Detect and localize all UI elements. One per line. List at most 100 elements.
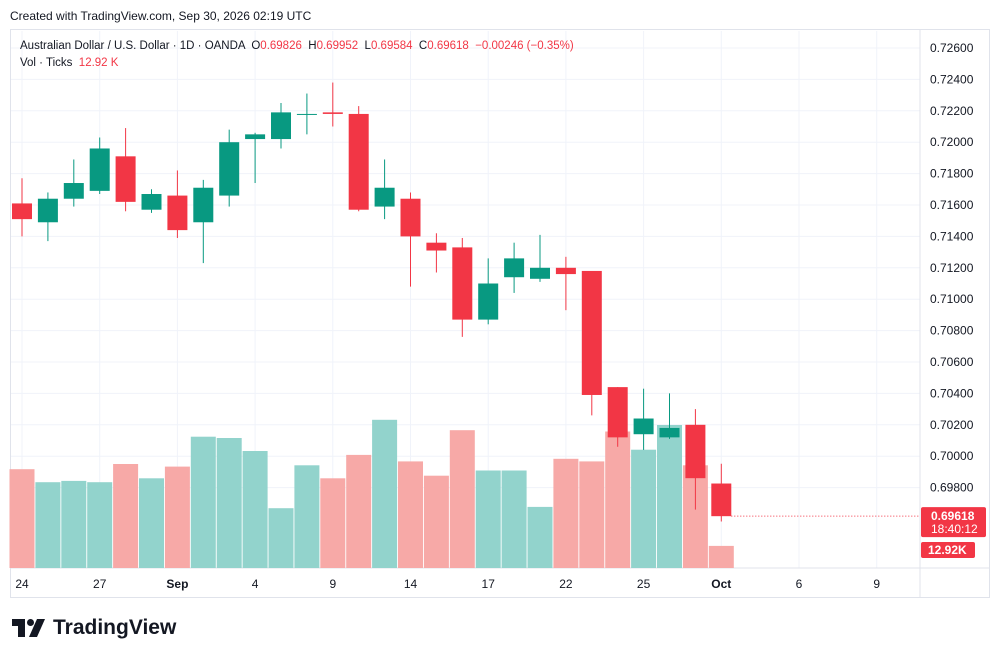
price-tick-label: 0.70600 [930, 355, 974, 369]
time-tick-label: 22 [559, 577, 573, 591]
close-value: 0.69618 [427, 40, 469, 52]
countdown-value: 18:40:12 [931, 522, 978, 536]
price-tick-label: 0.72000 [930, 135, 974, 149]
time-tick-label: 25 [637, 577, 651, 591]
volume-bar [164, 466, 190, 568]
symbol-title: Australian Dollar / U.S. Dollar · 1D · O… [20, 40, 245, 52]
volume-bar [320, 478, 346, 568]
tradingview-logo-icon [12, 619, 45, 637]
volume-bar [9, 469, 35, 568]
volume-bar [501, 470, 527, 568]
price-tick-label: 0.70400 [930, 386, 974, 400]
candle-body [37, 198, 58, 223]
last-price-value: 0.69618 [931, 509, 975, 523]
low-value: 0.69584 [370, 40, 413, 52]
candle-body [633, 418, 654, 435]
time-tick-label: Sep [166, 577, 188, 591]
volume-bar [294, 465, 320, 568]
candle-body [141, 194, 162, 210]
volume-bar [268, 508, 294, 568]
price-tick-label: 0.70800 [930, 324, 974, 338]
price-tick-label: 0.72600 [930, 41, 974, 55]
created-with-header: Created with TradingView.com, Sep 30, 20… [10, 9, 312, 23]
time-tick-label: 17 [482, 577, 496, 591]
volume-bar [657, 425, 682, 568]
last-price-box [921, 507, 986, 538]
price-tick-label: 0.69800 [930, 481, 974, 495]
candle-body [504, 258, 525, 278]
change-value: −0.00246 (−0.35%) [475, 40, 574, 52]
volume-bar [113, 464, 139, 568]
candle-body [659, 427, 680, 438]
volume-bar [190, 436, 216, 568]
price-tick-label: 0.71600 [930, 198, 974, 212]
volume-bar [61, 480, 87, 568]
candle-body [115, 156, 136, 202]
candle-body [426, 242, 447, 251]
volume-row: Vol · Ticks 12.92 K [20, 55, 574, 72]
candle-body [607, 387, 628, 438]
high-value: 0.69952 [316, 40, 359, 52]
volume-bar [449, 430, 475, 568]
ohlc-row: Australian Dollar / U.S. Dollar · 1D · O… [20, 38, 574, 55]
volume-bar [423, 475, 449, 568]
candle-body [685, 424, 706, 479]
chart-legend: Australian Dollar / U.S. Dollar · 1D · O… [20, 38, 574, 72]
price-tick-label: 0.71000 [930, 292, 974, 306]
price-tick-label: 0.70200 [930, 418, 974, 432]
volume-value: 12.92 K [78, 57, 119, 69]
time-tick-label: 6 [796, 577, 803, 591]
volume-bar [346, 454, 372, 568]
candle-body [63, 183, 84, 199]
candle-body [219, 142, 240, 196]
candle-body [348, 113, 369, 210]
candle-body [555, 267, 576, 275]
volume-bar [139, 478, 164, 568]
volume-bar [553, 458, 579, 568]
last-volume-value: 12.92K [928, 543, 967, 557]
candle-body [89, 148, 110, 191]
close-label: C [418, 40, 428, 52]
open-label: O [251, 40, 261, 52]
volume-bar [87, 482, 113, 568]
candle-body [193, 187, 214, 223]
last-volume-box [921, 542, 975, 558]
volume-bar [242, 451, 268, 568]
time-tick-label: 9 [873, 577, 880, 591]
time-tick-label: 9 [329, 577, 336, 591]
volume-bar [631, 449, 657, 568]
candle-body [167, 195, 188, 231]
tradingview-logo[interactable]: TradingView [12, 616, 176, 640]
price-tick-label: 0.72200 [930, 104, 974, 118]
time-tick-label: 4 [252, 577, 259, 591]
chart-frame [10, 29, 990, 598]
candle-body [581, 270, 602, 395]
volume-bar [579, 461, 605, 568]
volume-bar [605, 431, 631, 568]
low-label: L [364, 40, 371, 52]
candlesticks [12, 82, 732, 522]
candle-body [374, 187, 395, 207]
volume-bar [398, 461, 423, 568]
time-axis: 24 27 Sep 4 9 14 17 22 25 Oct 6 9 [15, 577, 880, 591]
time-tick-label: Oct [711, 577, 731, 591]
candle-body [271, 112, 291, 140]
candle-body [711, 483, 732, 517]
volume-bar [527, 506, 553, 568]
candle-body [452, 247, 473, 320]
high-label: H [308, 40, 317, 52]
volume-label: Vol · Ticks [20, 57, 73, 69]
time-tick-label: 27 [93, 577, 107, 591]
volume-bars [9, 419, 734, 568]
volume-bar [372, 419, 398, 568]
volume-bar [475, 470, 501, 568]
volume-bar [216, 438, 242, 568]
tradingview-wordmark: TradingView [53, 616, 177, 639]
candle-body [296, 113, 317, 115]
candle-body [322, 112, 343, 114]
time-tick-label: 14 [404, 577, 418, 591]
candle-body [478, 283, 499, 320]
candle-body [530, 267, 550, 279]
